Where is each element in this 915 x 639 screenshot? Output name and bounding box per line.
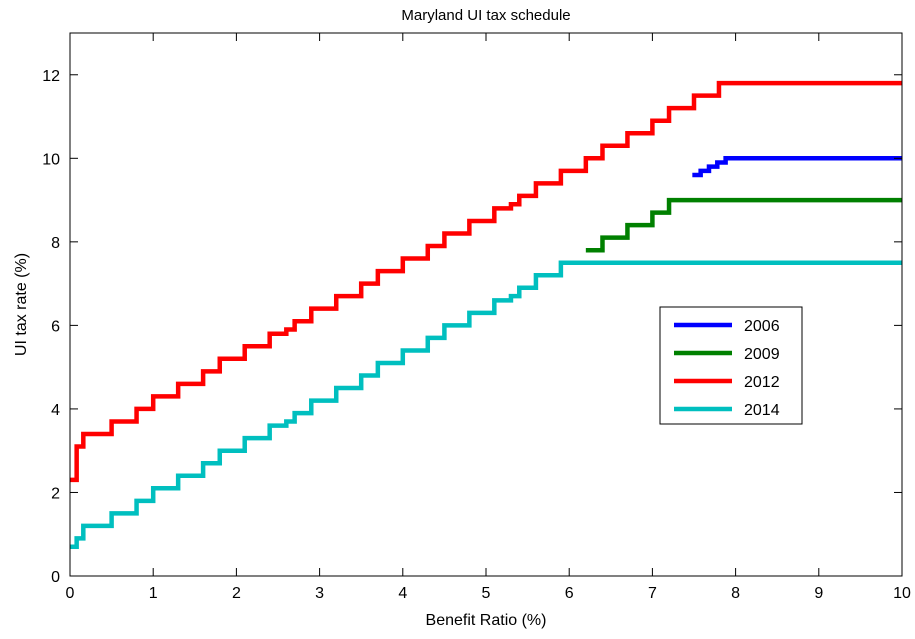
legend-label-2009: 2009 [744,346,780,363]
x-tick-label: 5 [482,585,491,602]
legend-label-2014: 2014 [744,402,780,419]
x-axis-label: Benefit Ratio (%) [426,612,547,629]
series-line-2014 [70,260,902,550]
y-tick-label: 0 [51,569,60,586]
y-tick-label: 8 [51,235,60,252]
x-tick-label: 9 [814,585,823,602]
legend-label-2012: 2012 [744,374,780,391]
x-tick-label: 3 [315,585,324,602]
chart-title: Maryland UI tax schedule [401,7,570,24]
series-layer [70,80,902,550]
series-line-2009 [585,197,902,253]
x-tick-label: 7 [648,585,657,602]
x-tick-label: 8 [731,585,740,602]
y-tick-label: 6 [51,318,60,335]
series-line-2006 [692,156,902,178]
legend-label-2006: 2006 [744,318,780,335]
x-tick-label: 6 [565,585,574,602]
y-tick-label: 10 [42,151,60,168]
x-tick-label: 1 [149,585,158,602]
y-tick-label: 4 [51,402,60,419]
y-tick-label: 12 [42,68,60,85]
x-tick-label: 0 [66,585,75,602]
x-tick-label: 4 [398,585,407,602]
chart-legend: 2006 2009 2012 2014 [659,306,803,425]
series-line-2012 [70,80,902,483]
x-tick-label: 2 [232,585,241,602]
y-tick-label: 2 [51,485,60,502]
x-tick-label: 10 [893,585,911,602]
y-axis-label: UI tax rate (%) [13,253,30,356]
